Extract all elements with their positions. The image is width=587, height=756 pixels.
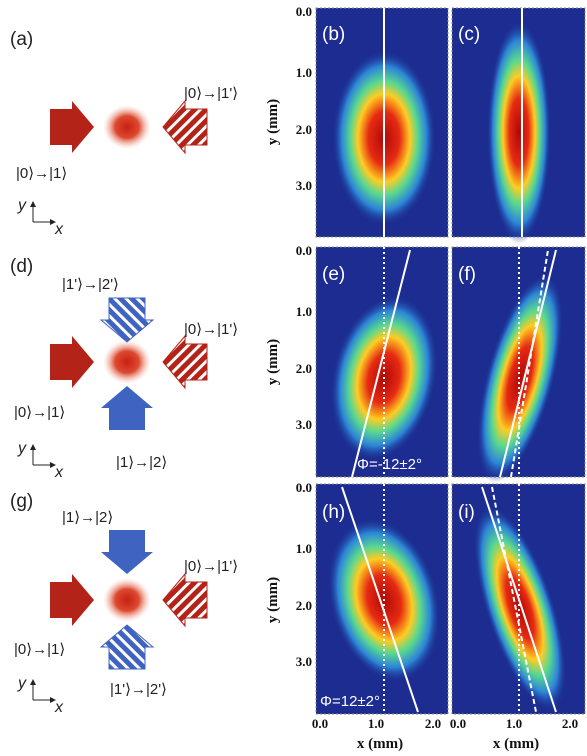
axis-label: y: [17, 197, 27, 214]
schematic-d: (d) |1'⟩→|2'⟩ |0⟩→|1'⟩ |0⟩→|1⟩ |1⟩→|2⟩ y…: [10, 256, 238, 481]
atom-cloud: [103, 340, 151, 384]
y-tick-label: 3.0: [296, 417, 312, 432]
arrow: [101, 530, 153, 574]
axis-label: y: [17, 440, 27, 457]
y-tick-label: 2.0: [296, 598, 312, 613]
y-tick-label: 0.0: [296, 4, 312, 19]
transition: |0⟩→|1'⟩: [184, 558, 238, 575]
x-tick-label: 2.0: [425, 716, 441, 731]
axes-arrows: [32, 680, 55, 700]
cloud-image: [487, 20, 551, 244]
axes-arrows: [32, 202, 55, 222]
y-axes: y (mm) 0.0 1.0 2.0 3.0 y (mm) 0.0 1.0 2.…: [265, 4, 312, 669]
arrow: [162, 334, 208, 390]
arrow: [50, 101, 94, 153]
schematic-a: (a) |0⟩→|1'⟩ |0⟩→|1⟩ y x: [10, 29, 238, 238]
transition: |0⟩→|1'⟩: [184, 85, 238, 102]
y-tick-label: 1.0: [296, 304, 312, 319]
y-axis-label: y (mm): [265, 577, 281, 623]
image-panels: (b) (c) (e) (f) (h) (i) Φ=-12±2° Φ=12±2°: [315, 7, 586, 715]
panel-label: (g): [10, 491, 33, 512]
transition: |1'⟩→|2'⟩: [110, 681, 167, 698]
cloud-image: [473, 504, 567, 712]
panel-label: (e): [322, 264, 345, 285]
x-axis-label: x (mm): [357, 736, 403, 752]
y-tick-label: 0.0: [296, 480, 312, 495]
arrow: [99, 624, 155, 670]
transition: |1'⟩→|2'⟩: [62, 276, 119, 293]
axis-label: x: [54, 464, 64, 481]
panel-label: (h): [322, 502, 345, 523]
arrow: [50, 574, 94, 626]
panel-label: (f): [458, 264, 476, 285]
transition: |0⟩→|1⟩: [14, 641, 65, 658]
y-tick-label: 1.0: [296, 541, 312, 556]
y-axis-label: y (mm): [265, 99, 281, 145]
transition: |0⟩→|1⟩: [16, 165, 67, 182]
x-tick-label: 1.0: [506, 716, 522, 731]
y-tick-label: 1.0: [296, 65, 312, 80]
annotation: Φ=-12±2°: [357, 456, 422, 473]
arrow: [162, 99, 208, 155]
schematic-g: (g) |1⟩→|2⟩ |0⟩→|1'⟩ |0⟩→|1⟩ |1'⟩→|2'⟩ y…: [10, 491, 238, 716]
x-tick-label: 0.0: [312, 716, 328, 731]
arrow: [162, 572, 208, 628]
transition: |0⟩→|1'⟩: [184, 321, 238, 338]
transition: |1⟩→|2⟩: [62, 509, 113, 526]
axes-arrows: [32, 445, 55, 465]
x-axis-label: x (mm): [493, 736, 539, 752]
y-tick-label: 2.0: [296, 122, 312, 137]
y-tick-label: 2.0: [296, 361, 312, 376]
annotation: Φ=12±2°: [320, 693, 380, 710]
panel-label: (b): [322, 24, 345, 45]
atom-cloud: [103, 578, 151, 622]
arrow: [50, 336, 94, 388]
panel-label: (a): [10, 29, 33, 50]
y-axis-label: y (mm): [265, 339, 281, 385]
reference-lines: [341, 8, 557, 714]
axis-label: x: [54, 221, 64, 238]
y-tick-label: 3.0: [296, 178, 312, 193]
x-tick-label: 0.0: [450, 716, 466, 731]
atom-cloud: [103, 105, 151, 149]
transition: |1⟩→|2⟩: [116, 454, 167, 471]
panel-label: (c): [458, 24, 480, 45]
arrow: [99, 297, 155, 343]
x-tick-label: 1.0: [368, 716, 384, 731]
axis-label: x: [54, 699, 64, 716]
y-tick-label: 0.0: [296, 243, 312, 258]
x-tick-label: 2.0: [562, 716, 578, 731]
panel-label: (i): [458, 502, 475, 523]
transition: |0⟩→|1⟩: [14, 404, 65, 421]
x-axes: 0.0 1.0 2.0 x (mm) 0.0 1.0 2.0 x (mm): [312, 716, 578, 752]
y-tick-label: 3.0: [296, 654, 312, 669]
arrow: [101, 386, 153, 430]
axis-label: y: [17, 675, 27, 692]
panel-label: (d): [10, 256, 33, 277]
